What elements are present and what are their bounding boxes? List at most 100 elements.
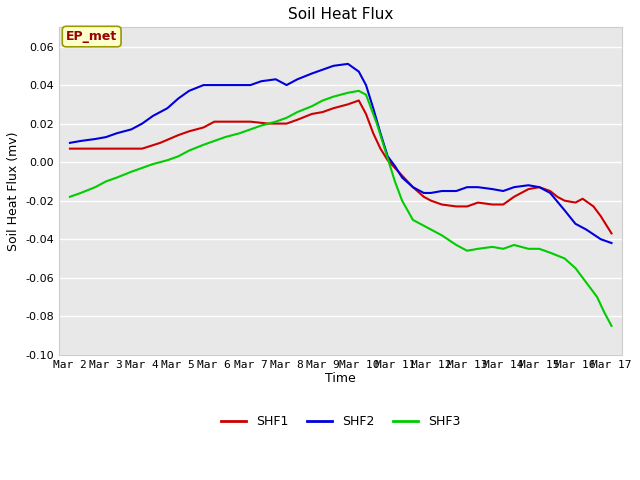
SHF3 (319, 97, 326, 103)
SHF1 (499, 202, 507, 207)
Legend: SHF1, SHF2, SHF3: SHF1, SHF2, SHF3 (216, 410, 465, 433)
SHF3 (102, 179, 110, 184)
SHF3 (391, 179, 399, 184)
SHF2 (398, 175, 406, 180)
SHF1 (452, 204, 460, 209)
SHF2 (499, 188, 507, 194)
SHF3 (547, 250, 554, 255)
SHF3 (525, 246, 532, 252)
SHF2 (420, 190, 428, 196)
SHF3 (272, 119, 280, 124)
SHF1 (138, 146, 146, 152)
SHF1 (283, 120, 291, 126)
SHF1 (228, 119, 236, 124)
SHF3 (66, 194, 74, 200)
SHF2 (344, 61, 352, 67)
SHF3 (77, 190, 84, 196)
SHF1 (246, 119, 254, 124)
SHF3 (200, 142, 207, 148)
SHF3 (164, 157, 172, 163)
SHF2 (474, 184, 482, 190)
SHF2 (409, 184, 417, 190)
SHF2 (113, 131, 121, 136)
SHF2 (427, 190, 435, 196)
SHF2 (607, 240, 615, 246)
Title: Soil Heat Flux: Soil Heat Flux (288, 7, 394, 22)
SHF2 (272, 76, 280, 82)
SHF1 (391, 165, 399, 171)
SHF3 (308, 103, 316, 109)
SHF1 (579, 196, 586, 202)
SHF1 (66, 146, 74, 152)
SHF3 (384, 156, 392, 161)
SHF3 (362, 92, 370, 97)
SHF1 (294, 117, 301, 122)
SHF3 (593, 294, 601, 300)
SHF2 (164, 105, 172, 111)
SHF2 (66, 140, 74, 146)
SHF1 (463, 204, 471, 209)
Line: SHF2: SHF2 (70, 64, 611, 243)
SHF2 (149, 113, 157, 119)
Text: EP_met: EP_met (66, 30, 117, 43)
SHF3 (427, 227, 435, 232)
SHF2 (330, 63, 337, 69)
SHF2 (257, 78, 265, 84)
SHF3 (488, 244, 496, 250)
SHF2 (362, 82, 370, 88)
SHF3 (127, 169, 135, 175)
SHF3 (579, 275, 586, 281)
SHF3 (211, 138, 218, 144)
SHF2 (463, 184, 471, 190)
SHF3 (185, 148, 193, 154)
SHF3 (344, 90, 352, 96)
SHF3 (499, 246, 507, 252)
SHF2 (246, 82, 254, 88)
SHF3 (246, 127, 254, 132)
SHF3 (92, 184, 99, 190)
SHF3 (420, 223, 428, 228)
SHF1 (362, 111, 370, 117)
SHF3 (373, 120, 381, 126)
SHF1 (330, 105, 337, 111)
SHF1 (175, 132, 182, 138)
SHF3 (463, 248, 471, 253)
SHF1 (319, 109, 326, 115)
SHF1 (344, 101, 352, 107)
SHF2 (384, 154, 392, 159)
Line: SHF1: SHF1 (70, 100, 611, 233)
SHF2 (525, 182, 532, 188)
SHF1 (308, 111, 316, 117)
SHF2 (294, 76, 301, 82)
SHF1 (427, 198, 435, 204)
SHF2 (200, 82, 207, 88)
SHF1 (561, 198, 568, 204)
SHF3 (452, 242, 460, 248)
SHF1 (376, 146, 384, 152)
SHF3 (409, 217, 417, 223)
SHF3 (600, 310, 608, 315)
SHF3 (236, 131, 243, 136)
SHF2 (127, 127, 135, 132)
X-axis label: Time: Time (325, 372, 356, 385)
SHF2 (211, 82, 218, 88)
SHF1 (211, 119, 218, 124)
SHF1 (156, 140, 164, 146)
SHF1 (525, 186, 532, 192)
SHF1 (200, 125, 207, 131)
SHF3 (438, 232, 445, 238)
SHF1 (589, 204, 597, 209)
SHF3 (586, 285, 594, 290)
SHF2 (369, 105, 377, 111)
SHF1 (438, 202, 445, 207)
SHF2 (572, 221, 579, 227)
SHF2 (92, 136, 99, 142)
SHF2 (355, 69, 363, 74)
SHF2 (452, 188, 460, 194)
SHF2 (221, 82, 229, 88)
Y-axis label: Soil Heat Flux (mv): Soil Heat Flux (mv) (7, 131, 20, 251)
SHF2 (391, 163, 399, 169)
SHF1 (597, 213, 605, 219)
SHF3 (138, 165, 146, 171)
SHF1 (572, 200, 579, 205)
